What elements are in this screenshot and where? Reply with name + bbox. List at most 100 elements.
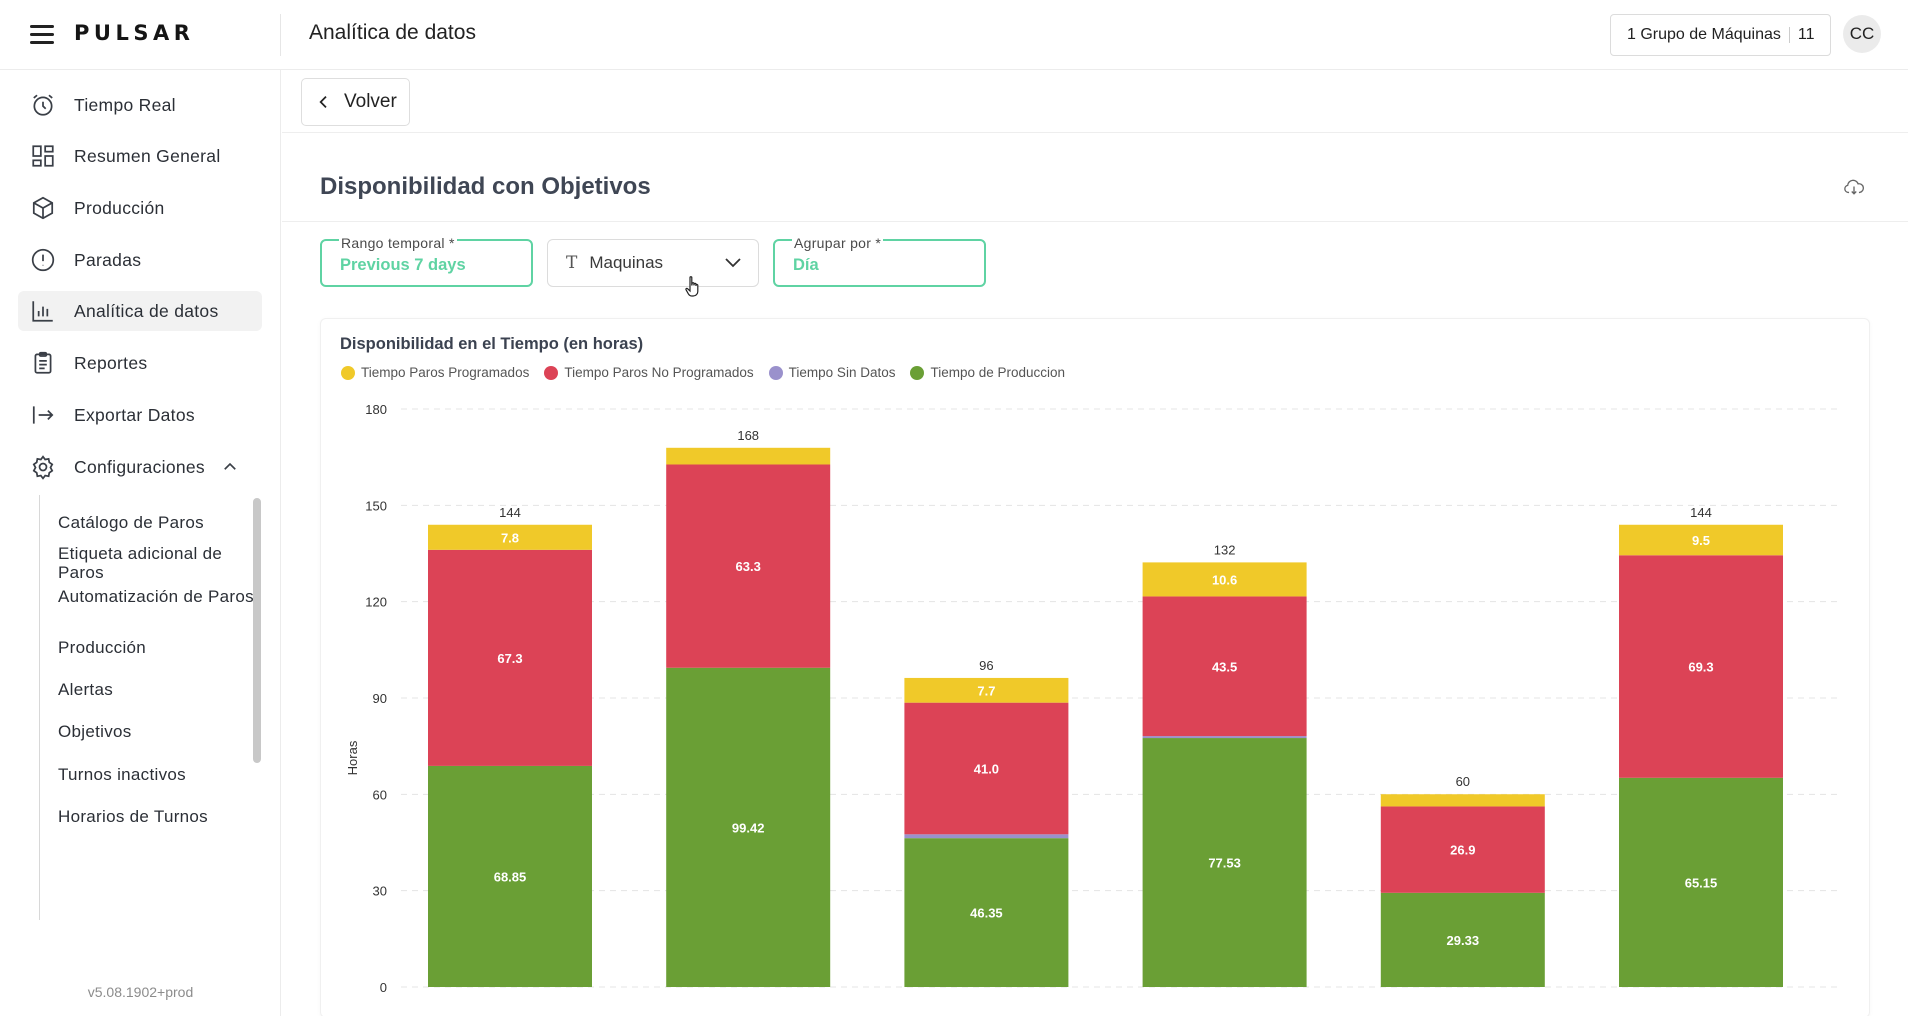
data-label: 46.35 <box>970 906 1003 921</box>
group-by-field[interactable]: Agrupar por * Día <box>773 235 986 287</box>
legend-dot <box>544 365 559 380</box>
back-button[interactable]: Volver <box>301 78 410 126</box>
submenu-item-automatizacion[interactable]: Automatización de Paros <box>58 587 254 606</box>
sidebar-item-label: Exportar Datos <box>74 404 195 425</box>
bar-segment <box>1380 806 1545 893</box>
text-type-icon: T <box>566 253 578 273</box>
legend-item-sin-datos[interactable]: Tiempo Sin Datos <box>768 365 896 380</box>
total-label: 144 <box>1690 505 1712 520</box>
export-arrow-icon <box>32 406 54 424</box>
legend-item-paros-no-programados[interactable]: Tiempo Paros No Programados <box>544 365 754 380</box>
y-axis-label: Horas <box>345 740 360 775</box>
submenu-item-produccion[interactable]: Producción <box>58 638 147 657</box>
y-tick-label: 30 <box>373 884 387 899</box>
total-label: 168 <box>737 428 759 443</box>
divider <box>282 221 1908 222</box>
submenu-item-catalogo-paros[interactable]: Catálogo de Paros <box>58 513 204 532</box>
sidebar-item-produccion[interactable]: Producción <box>18 188 262 228</box>
submenu-item-objetivos[interactable]: Objetivos <box>58 722 132 741</box>
clipboard-icon <box>34 351 52 374</box>
data-label: 41.0 <box>974 761 999 776</box>
dashboard-grid-icon <box>32 145 54 167</box>
app-logo: PULSAR <box>74 21 195 45</box>
group-label: 1 Grupo de Máquinas <box>1627 26 1781 43</box>
bar-segment <box>666 667 831 987</box>
bar-segment <box>1619 777 1783 987</box>
submenu-item-alertas[interactable]: Alertas <box>58 680 114 699</box>
total-label: 144 <box>499 505 521 520</box>
section-title: Disponibilidad con Objetivos <box>320 173 651 200</box>
alarm-clock-icon <box>33 94 53 116</box>
bar-segment <box>904 702 1069 835</box>
top-bar: PULSAR Analítica de datos 1 Grupo de Máq… <box>0 0 1908 70</box>
y-tick-label: 180 <box>365 402 387 417</box>
submenu-item-etiqueta-adicional[interactable]: Etiqueta adicional de Paros <box>58 544 223 582</box>
bar-segment <box>1142 596 1307 737</box>
chart-card: 0 30 60 90 120 150 180 Horas 68.85 67.3 7.8 144 99.4… <box>320 318 1870 1016</box>
avatar[interactable]: CC <box>1843 15 1881 53</box>
sidebar-item-label: Resumen General <box>74 145 221 166</box>
time-range-value: Previous 7 days <box>340 256 466 274</box>
legend-item-produccion[interactable]: Tiempo de Produccion <box>910 365 1065 380</box>
submenu-item-turnos-inactivos[interactable]: Turnos inactivos <box>58 765 186 784</box>
back-button-label: Volver <box>344 91 397 112</box>
machines-select[interactable]: T Maquinas <box>547 239 759 287</box>
data-label: 7.7 <box>977 683 995 698</box>
sidebar: Tiempo Real Resumen General Producción P… <box>0 70 281 1016</box>
submenu-item-horarios-turnos[interactable]: Horarios de Turnos <box>58 807 208 826</box>
chevron-down-icon <box>725 258 741 268</box>
bar-chart-icon <box>32 301 53 322</box>
data-label: 99.42 <box>732 820 765 835</box>
sidebar-item-configuraciones[interactable]: Configuraciones <box>18 447 262 487</box>
data-label: 9.5 <box>1692 533 1710 548</box>
sidebar-item-label: Producción <box>74 197 165 218</box>
cube-icon <box>32 196 54 220</box>
bar-segment <box>666 447 831 465</box>
data-label: 68.85 <box>494 869 527 884</box>
total-label: 96 <box>979 658 993 673</box>
group-separator <box>1788 27 1790 43</box>
sidebar-item-resumen-general[interactable]: Resumen General <box>18 136 262 176</box>
chevron-up-icon <box>224 462 236 470</box>
gear-icon <box>32 455 54 480</box>
sidebar-item-paradas[interactable]: Paradas <box>18 240 262 280</box>
y-tick-label: 90 <box>373 691 387 706</box>
hand-cursor-icon <box>685 276 699 297</box>
data-label: 43.5 <box>1212 659 1237 674</box>
time-range-field[interactable]: Rango temporal * Previous 7 days <box>320 235 533 287</box>
bar-segment <box>1142 738 1307 987</box>
bar-segment <box>666 464 831 668</box>
machines-select-value: Maquinas <box>589 253 664 272</box>
sidebar-item-exportar[interactable]: Exportar Datos <box>18 395 262 435</box>
group-by-value: Día <box>793 256 819 274</box>
legend-item-paros-programados[interactable]: Tiempo Paros Programados <box>341 365 529 380</box>
bar-segment <box>904 834 1069 839</box>
data-label: 7.8 <box>501 530 519 545</box>
time-range-label: Rango temporal * <box>339 235 457 251</box>
data-label: 26.9 <box>1450 843 1475 858</box>
data-label: 10.6 <box>1212 572 1237 587</box>
menu-icon[interactable] <box>30 25 54 45</box>
sidebar-item-tiempo-real[interactable]: Tiempo Real <box>18 85 262 125</box>
total-label: 60 <box>1456 774 1470 789</box>
group-count: 11 <box>1797 26 1815 43</box>
machine-group-selector[interactable]: 1 Grupo de Máquinas 11 <box>1610 14 1832 56</box>
y-tick-label: 120 <box>365 595 387 610</box>
sidebar-scrollbar[interactable] <box>253 498 261 763</box>
chart-title: Disponibilidad en el Tiempo (en horas) <box>340 335 644 353</box>
sidebar-item-reportes[interactable]: Reportes <box>18 343 262 383</box>
bar-segment <box>1619 524 1783 556</box>
bar-segment <box>1142 736 1307 739</box>
divider <box>282 132 1908 133</box>
legend-label: Tiempo Sin Datos <box>788 365 896 380</box>
bar-segment <box>1142 562 1307 597</box>
cloud-download-icon[interactable] <box>1843 178 1865 196</box>
bar-segment <box>1619 555 1783 778</box>
y-tick-label: 60 <box>373 787 387 802</box>
bar-segment <box>904 838 1069 987</box>
bar-segment <box>428 549 592 766</box>
sidebar-item-label: Reportes <box>74 352 148 373</box>
sidebar-item-analitica[interactable]: Analítica de datos <box>18 291 262 331</box>
data-label: 65.15 <box>1685 875 1718 890</box>
sidebar-item-label: Paradas <box>74 249 142 270</box>
